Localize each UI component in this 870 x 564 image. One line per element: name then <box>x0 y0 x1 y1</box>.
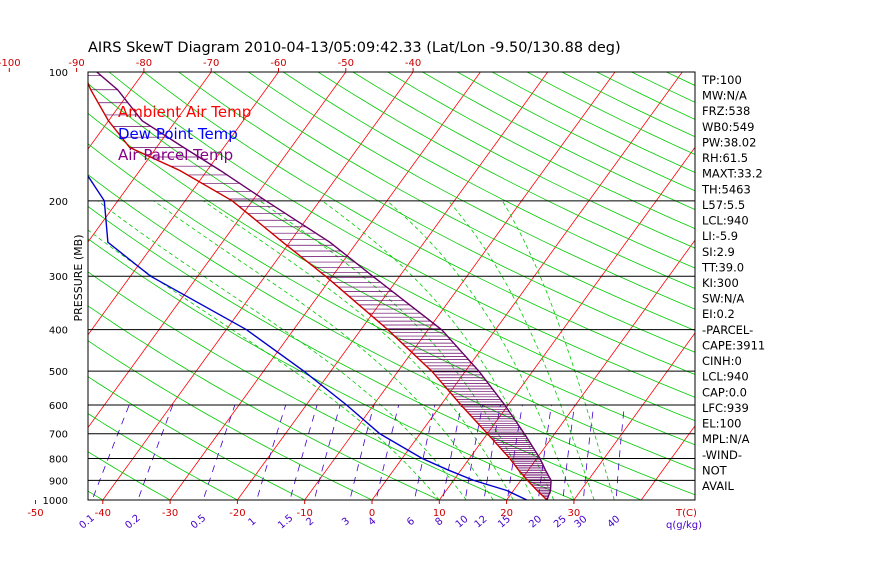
stability-index-item: SI:2.9 <box>702 245 735 259</box>
pressure-tick-label: 100 <box>49 68 68 79</box>
top-temp-tick-label: -100 <box>0 58 21 69</box>
stability-index-item: FRZ:538 <box>702 104 750 118</box>
stability-index-item: -PARCEL- <box>702 323 753 337</box>
pressure-tick-label: 400 <box>49 326 68 337</box>
pressure-tick-label: 1000 <box>43 496 68 507</box>
top-temp-tick-label: -70 <box>203 58 219 69</box>
stability-index-item: CAPE:3911 <box>702 338 765 352</box>
temp-axis-unit: T(C) <box>675 508 697 519</box>
stability-index-item: SW:N/A <box>702 292 744 306</box>
stability-index-item: EI:0.2 <box>702 307 735 321</box>
y-axis-label: PRESSURE (MB) <box>72 235 85 322</box>
stability-index-item: TT:39.0 <box>701 260 744 274</box>
top-temp-tick-label: -50 <box>338 58 354 69</box>
stability-index-item: LCL:940 <box>702 370 749 384</box>
stability-index-item: MAXT:33.2 <box>702 167 763 181</box>
legend-dew-point-temp: Dew Point Temp <box>118 125 238 143</box>
stability-index-item: EL:100 <box>702 417 742 431</box>
stability-index-item: L57:5.5 <box>702 198 745 212</box>
stability-index-item: CAP:0.0 <box>702 385 747 399</box>
stability-index-item: CINH:0 <box>702 354 742 368</box>
stability-index-item: PW:38.02 <box>702 135 756 149</box>
stability-index-item: -WIND- <box>702 448 742 462</box>
pressure-tick-label: 800 <box>49 455 68 466</box>
temp-tick-label: -30 <box>162 508 178 519</box>
legend-air-parcel-temp: Air Parcel Temp <box>118 146 233 164</box>
top-temp-tick-label: -80 <box>136 58 152 69</box>
top-temp-tick-label: -40 <box>405 58 421 69</box>
pressure-tick-label: 900 <box>49 476 68 487</box>
temp-tick-label: -20 <box>229 508 245 519</box>
top-temp-tick-label: -60 <box>270 58 286 69</box>
stability-index-item: WB0:549 <box>702 120 754 134</box>
temp-tick-label: -40 <box>95 508 111 519</box>
stability-index-item: TP:100 <box>701 73 742 87</box>
stability-index-item: NOT <box>702 463 728 477</box>
stability-index-item: MPL:N/A <box>702 432 750 446</box>
stability-index-item: LCL:940 <box>702 214 749 228</box>
pressure-tick-label: 200 <box>49 197 68 208</box>
stability-index-item: KI:300 <box>702 276 739 290</box>
legend-ambient-air-temp: Ambient Air Temp <box>118 103 251 121</box>
stability-index-item: LI:-5.9 <box>702 229 738 243</box>
stability-index-item: TH:5463 <box>701 182 751 196</box>
stability-index-item: LFC:939 <box>702 401 749 415</box>
temp-tick-label: -50 <box>27 508 43 519</box>
stability-index-item: MW:N/A <box>702 89 747 103</box>
stability-index-item: RH:61.5 <box>702 151 748 165</box>
stability-index-item: AVAIL <box>702 479 735 493</box>
mixing-ratio-unit: q(g/kg) <box>666 520 702 531</box>
pressure-tick-label: 700 <box>49 430 68 441</box>
top-temp-tick-label: -90 <box>68 58 84 69</box>
pressure-tick-label: 500 <box>49 367 68 378</box>
pressure-tick-label: 300 <box>49 272 68 283</box>
pressure-tick-label: 600 <box>49 401 68 412</box>
chart-title: AIRS SkewT Diagram 2010-04-13/05:09:42.3… <box>88 40 621 56</box>
